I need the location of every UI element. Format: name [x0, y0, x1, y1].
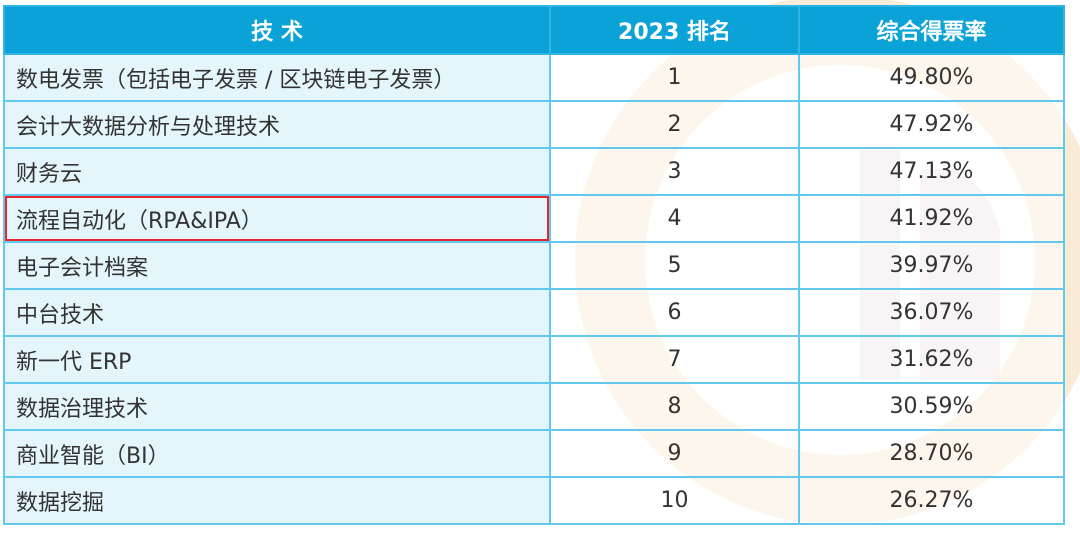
header-rank-2023: 2023 排名: [549, 5, 800, 55]
table-header-row: 技 术 2023 排名 综合得票率: [3, 5, 1065, 55]
cell-technology: 财务云: [3, 147, 551, 196]
cell-rank: 9: [549, 429, 800, 478]
cell-rank: 4: [549, 194, 800, 243]
cell-vote-rate: 30.59%: [798, 382, 1065, 431]
cell-technology: 数电发票（包括电子发票 / 区块链电子发票）: [3, 53, 551, 102]
table-row: 新一代 ERP 7 31.62%: [3, 335, 1065, 384]
cell-vote-rate: 39.97%: [798, 241, 1065, 290]
table-row: 电子会计档案 5 39.97%: [3, 241, 1065, 290]
cell-technology: 中台技术: [3, 288, 551, 337]
table-row: 会计大数据分析与处理技术 2 47.92%: [3, 100, 1065, 149]
cell-rank: 3: [549, 147, 800, 196]
header-vote-rate: 综合得票率: [798, 5, 1065, 55]
cell-rank: 7: [549, 335, 800, 384]
table-row: 中台技术 6 36.07%: [3, 288, 1065, 337]
cell-vote-rate: 31.62%: [798, 335, 1065, 384]
cell-rank: 2: [549, 100, 800, 149]
table-row: 商业智能（BI） 9 28.70%: [3, 429, 1065, 478]
table-row: 财务云 3 47.13%: [3, 147, 1065, 196]
cell-technology: 会计大数据分析与处理技术: [3, 100, 551, 149]
cell-technology: 新一代 ERP: [3, 335, 551, 384]
cell-technology: 商业智能（BI）: [3, 429, 551, 478]
table-row: 流程自动化（RPA&IPA） 4 41.92%: [3, 194, 1065, 243]
tech-ranking-table: 技 术 2023 排名 综合得票率 数电发票（包括电子发票 / 区块链电子发票）…: [3, 5, 1065, 525]
cell-rank: 8: [549, 382, 800, 431]
header-technology: 技 术: [3, 5, 551, 55]
cell-rank: 10: [549, 476, 800, 525]
cell-technology: 数据挖掘: [3, 476, 551, 525]
cell-vote-rate: 36.07%: [798, 288, 1065, 337]
cell-rank: 1: [549, 53, 800, 102]
cell-vote-rate: 41.92%: [798, 194, 1065, 243]
table-row: 数电发票（包括电子发票 / 区块链电子发票） 1 49.80%: [3, 53, 1065, 102]
cell-technology: 流程自动化（RPA&IPA）: [3, 194, 551, 243]
cell-vote-rate: 26.27%: [798, 476, 1065, 525]
cell-vote-rate: 47.92%: [798, 100, 1065, 149]
table-row: 数据挖掘 10 26.27%: [3, 476, 1065, 525]
cell-technology: 电子会计档案: [3, 241, 551, 290]
cell-vote-rate: 28.70%: [798, 429, 1065, 478]
cell-vote-rate: 49.80%: [798, 53, 1065, 102]
cell-technology: 数据治理技术: [3, 382, 551, 431]
cell-vote-rate: 47.13%: [798, 147, 1065, 196]
table-row: 数据治理技术 8 30.59%: [3, 382, 1065, 431]
cell-rank: 5: [549, 241, 800, 290]
cell-rank: 6: [549, 288, 800, 337]
